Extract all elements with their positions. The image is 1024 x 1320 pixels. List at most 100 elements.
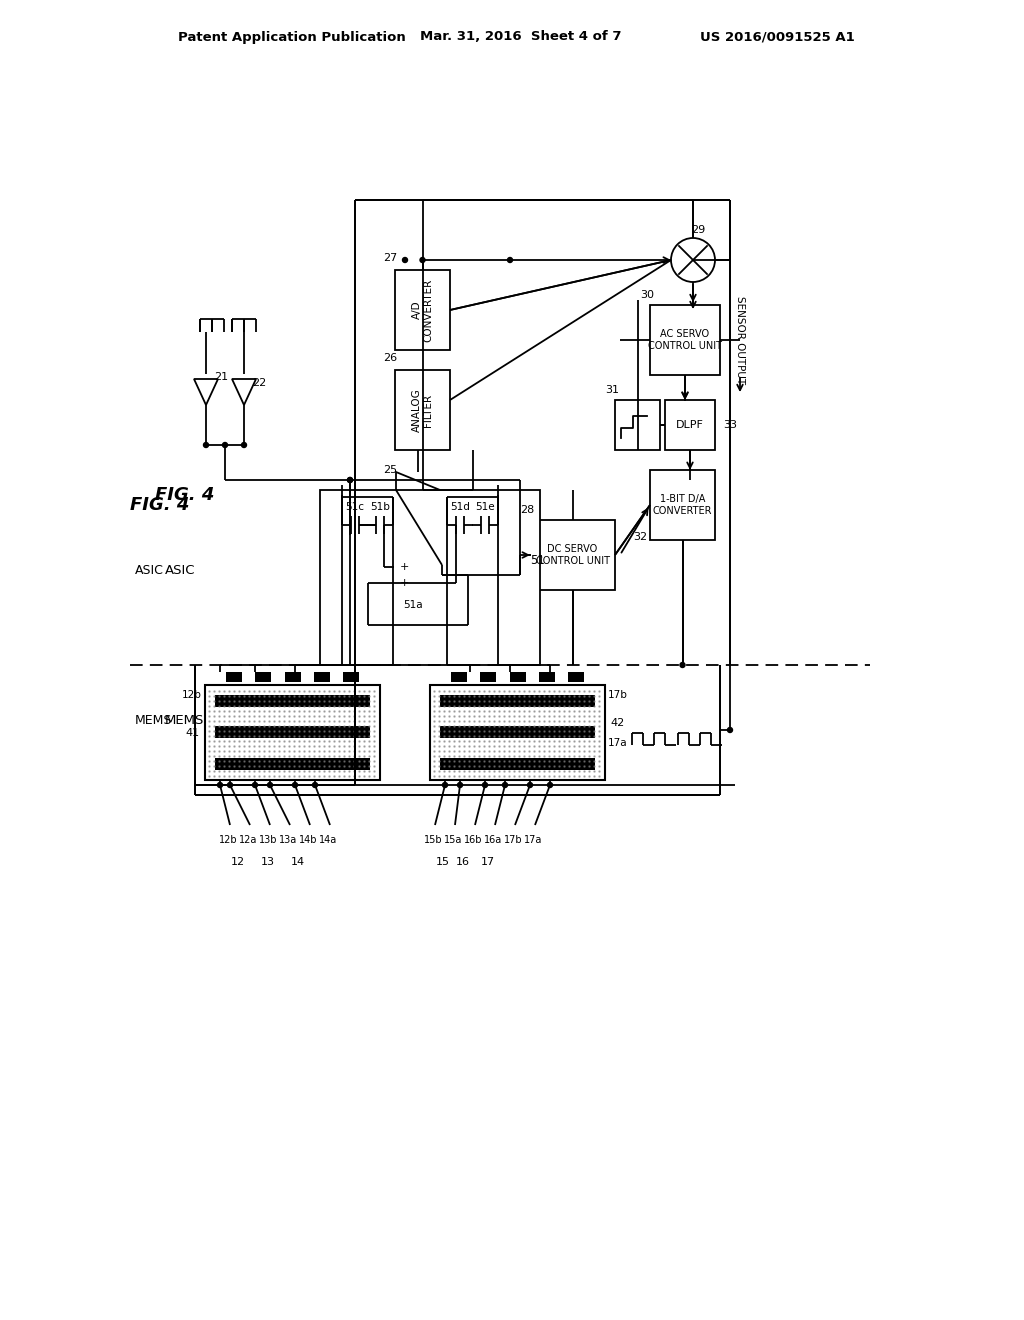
Circle shape — [390, 523, 395, 528]
Bar — [530, 520, 615, 590]
Circle shape — [347, 478, 352, 483]
Bar — [343, 672, 358, 682]
Text: 51e: 51e — [475, 502, 495, 512]
Text: 17b: 17b — [608, 690, 628, 700]
Bar — [650, 305, 720, 375]
Circle shape — [442, 783, 447, 788]
Bar — [255, 672, 271, 682]
Circle shape — [508, 257, 512, 263]
Bar — [395, 271, 450, 350]
Bar — [215, 726, 370, 738]
Bar — [215, 696, 370, 708]
Text: 14: 14 — [291, 857, 305, 867]
Text: 51c: 51c — [345, 502, 365, 512]
Text: 27: 27 — [383, 253, 397, 263]
Text: 15: 15 — [436, 857, 450, 867]
Text: FIG. 4: FIG. 4 — [130, 496, 189, 513]
Text: +: + — [399, 578, 409, 587]
Text: US 2016/0091525 A1: US 2016/0091525 A1 — [700, 30, 855, 44]
Text: 31: 31 — [605, 385, 618, 395]
Text: 12: 12 — [231, 857, 245, 867]
Text: 51b: 51b — [370, 502, 390, 512]
Text: ASIC: ASIC — [165, 564, 196, 577]
Circle shape — [242, 442, 247, 447]
Text: +: + — [399, 562, 409, 572]
Text: 15a: 15a — [443, 836, 462, 845]
Text: 17a: 17a — [524, 836, 542, 845]
Circle shape — [420, 257, 425, 263]
Bar — [539, 672, 555, 682]
Circle shape — [454, 523, 459, 528]
Text: 33: 33 — [723, 420, 737, 430]
Circle shape — [402, 257, 408, 263]
Bar — [480, 672, 497, 682]
Bar — [226, 672, 242, 682]
Bar — [440, 726, 595, 738]
Circle shape — [458, 783, 463, 788]
Text: 15b: 15b — [424, 836, 442, 845]
Bar — [215, 758, 370, 770]
Circle shape — [204, 442, 209, 447]
Circle shape — [503, 783, 508, 788]
Text: 28: 28 — [520, 506, 535, 515]
Text: Mar. 31, 2016  Sheet 4 of 7: Mar. 31, 2016 Sheet 4 of 7 — [420, 30, 622, 44]
Bar — [650, 470, 715, 540]
Circle shape — [444, 523, 450, 528]
Circle shape — [340, 523, 344, 528]
Text: 17b: 17b — [504, 836, 522, 845]
Text: 51a: 51a — [403, 601, 423, 610]
Bar — [319, 490, 540, 665]
Text: 26: 26 — [383, 352, 397, 363]
Text: 41: 41 — [186, 727, 200, 738]
Circle shape — [217, 783, 222, 788]
Circle shape — [347, 478, 352, 483]
Bar — [510, 672, 525, 682]
Text: 42: 42 — [610, 718, 625, 727]
Text: 17a: 17a — [608, 738, 628, 747]
Text: 32: 32 — [633, 532, 647, 543]
Text: MEMS: MEMS — [165, 714, 205, 726]
Bar — [395, 370, 450, 450]
Bar — [615, 400, 660, 450]
Circle shape — [548, 783, 553, 788]
Circle shape — [382, 523, 386, 528]
Text: DC SERVO
CONTROL UNIT: DC SERVO CONTROL UNIT — [536, 544, 609, 566]
Text: 16a: 16a — [484, 836, 502, 845]
Circle shape — [340, 495, 344, 499]
Text: 12b: 12b — [219, 836, 238, 845]
Text: 21: 21 — [214, 372, 228, 381]
Bar — [285, 672, 300, 682]
Text: AC SERVO
CONTROL UNIT: AC SERVO CONTROL UNIT — [648, 329, 722, 351]
Text: 16b: 16b — [464, 836, 482, 845]
Text: 51d: 51d — [451, 502, 470, 512]
Circle shape — [680, 663, 685, 668]
Bar — [430, 685, 605, 780]
Circle shape — [222, 442, 227, 447]
Circle shape — [482, 783, 487, 788]
Circle shape — [227, 783, 232, 788]
Circle shape — [496, 523, 501, 528]
Text: ANALOG
FILTER: ANALOG FILTER — [412, 388, 433, 432]
Text: 16: 16 — [456, 857, 470, 867]
Circle shape — [727, 727, 732, 733]
Circle shape — [253, 783, 257, 788]
Text: 25: 25 — [383, 465, 397, 475]
Bar — [205, 685, 380, 780]
Circle shape — [293, 783, 298, 788]
Text: Patent Application Publication: Patent Application Publication — [178, 30, 406, 44]
Bar — [452, 672, 467, 682]
Text: 29: 29 — [691, 224, 706, 235]
Text: 13a: 13a — [279, 836, 297, 845]
Text: 14b: 14b — [299, 836, 317, 845]
Circle shape — [267, 783, 272, 788]
Text: DLPF: DLPF — [676, 420, 703, 430]
Text: ASIC: ASIC — [135, 564, 164, 577]
Bar — [568, 672, 584, 682]
Bar — [440, 758, 595, 770]
Bar — [313, 672, 330, 682]
Text: 17: 17 — [481, 857, 495, 867]
Text: 51: 51 — [530, 553, 545, 566]
Bar — [440, 696, 595, 708]
Text: A/D
CONVERTER: A/D CONVERTER — [412, 279, 433, 342]
Text: 12b: 12b — [182, 690, 202, 700]
